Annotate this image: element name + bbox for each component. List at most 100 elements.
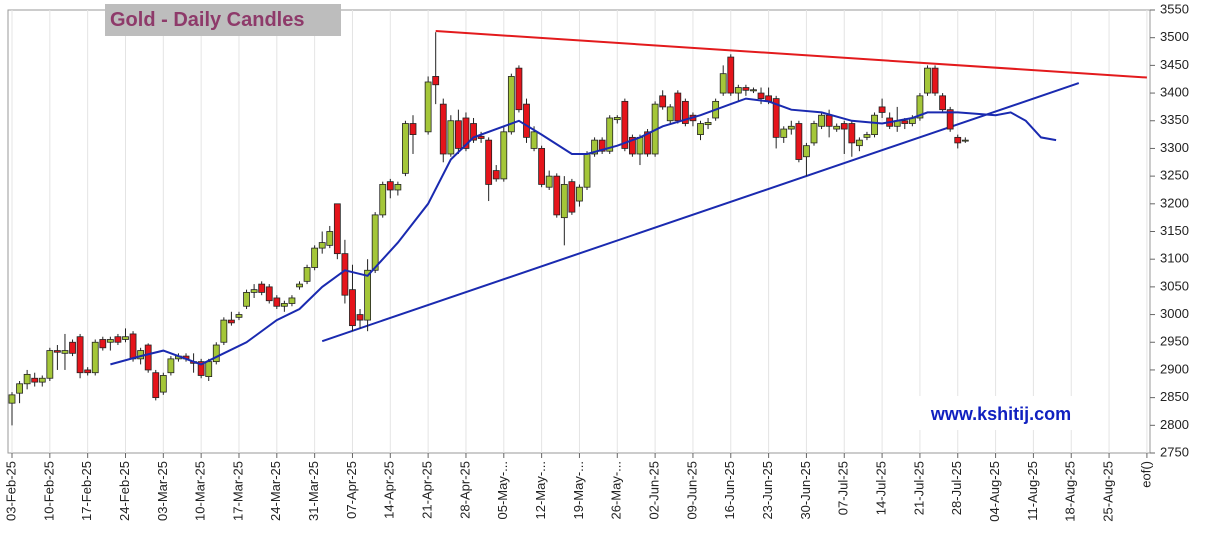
candle-body (38, 377, 46, 383)
candle-body (780, 128, 788, 138)
candle-body (742, 87, 750, 91)
x-tick-label: 18-Aug-25 (1063, 461, 1078, 522)
candle-body (258, 283, 266, 293)
y-tick-label: 3350 (1160, 112, 1189, 127)
candle-body (76, 336, 84, 374)
candle-body (31, 377, 39, 383)
x-tick-label: 11-Aug-25 (1025, 461, 1040, 521)
candle-body (69, 341, 76, 354)
candle-body (454, 120, 462, 149)
candle-body (666, 106, 674, 122)
x-tick-label: 14-Jul-25 (874, 461, 889, 515)
candle-body (598, 139, 606, 152)
x-tick-label: 24-Feb-25 (117, 461, 132, 521)
candle-body (515, 67, 523, 111)
x-tick-label: 07-Apr-25 (344, 461, 359, 519)
y-tick-label: 3050 (1160, 278, 1189, 293)
x-tick-label: 16-Jun-25 (722, 461, 737, 520)
x-tick-label: 25-Aug-25 (1101, 461, 1116, 522)
candle-body (152, 372, 160, 399)
candle-body (507, 76, 515, 133)
y-tick-label: 3550 (1160, 1, 1189, 16)
x-tick-label: 03-Feb-25 (3, 461, 18, 521)
candle-body (424, 81, 432, 133)
y-tick-label: 3000 (1160, 306, 1189, 321)
candle-body (243, 292, 250, 307)
candle-body (280, 303, 288, 307)
candle-body (16, 383, 23, 394)
candle-body (810, 123, 818, 144)
candle-body (863, 134, 871, 138)
y-tick-label: 3400 (1160, 85, 1189, 100)
candle-body (61, 350, 69, 354)
candle-body (303, 267, 311, 282)
candle-body (84, 369, 92, 374)
candle-body (681, 100, 689, 124)
candle-body (719, 73, 727, 94)
candle-body (840, 123, 848, 130)
watermark-box (915, 396, 1090, 430)
y-tick-label: 2900 (1160, 361, 1189, 376)
x-tick-label: 09-Jun-25 (684, 461, 699, 520)
candle-body (545, 175, 553, 188)
x-tick-label: 04-Aug-25 (987, 461, 1002, 522)
candle-body (855, 139, 863, 147)
candle-body (485, 139, 493, 185)
candle-body (674, 92, 682, 122)
x-tick-label: 14-Apr-25 (382, 461, 397, 519)
candle-body (273, 297, 281, 307)
candle-body (492, 170, 500, 180)
candle-body (613, 117, 621, 121)
candle-body (409, 123, 417, 135)
candle-body (757, 92, 765, 99)
candle-body (878, 106, 886, 113)
candle-body (644, 131, 651, 155)
candle-body (144, 344, 152, 371)
candle-body (379, 184, 387, 216)
candle-body (591, 139, 598, 155)
candle-body (946, 109, 954, 130)
candle-body (833, 125, 841, 130)
candle-body (787, 125, 795, 130)
candle-body (8, 394, 16, 404)
candle-body (704, 122, 712, 126)
candle-body (636, 136, 644, 155)
candle-body (795, 123, 803, 160)
y-tick-label: 3300 (1160, 140, 1189, 155)
candle-body (470, 123, 477, 141)
candle-body (296, 283, 303, 288)
x-tick-label: 05-May-... (495, 461, 510, 520)
candle-body (23, 373, 31, 385)
x-tick-label: 02-Jun-25 (647, 461, 662, 520)
candle-body (848, 123, 856, 144)
x-tick-label: 10-Mar-25 (193, 461, 208, 521)
candle-body (697, 123, 704, 135)
x-tick-label: 17-Feb-25 (79, 461, 94, 521)
candle-body (477, 135, 485, 139)
x-tick-label: 07-Jul-25 (836, 461, 851, 515)
x-tick-label: 21-Apr-25 (420, 461, 435, 519)
moving-average (110, 97, 1057, 366)
y-tick-label: 3150 (1160, 223, 1189, 238)
candle-body (311, 247, 319, 268)
trendline (435, 30, 1147, 79)
candle-body (326, 231, 334, 246)
candle-body (129, 333, 137, 360)
candle-body (356, 314, 364, 321)
candle-body (500, 131, 508, 180)
chart-title: Gold - Daily Candles (110, 9, 304, 31)
y-tick-label: 3500 (1160, 29, 1189, 44)
x-tick-label: 28-Jul-25 (949, 461, 964, 515)
candle-body (205, 361, 213, 377)
x-tick-label: 31-Mar-25 (306, 461, 321, 521)
y-tick-label: 2850 (1160, 389, 1189, 404)
candle-body (871, 114, 878, 135)
x-tick-label: 28-Apr-25 (457, 461, 472, 519)
x-tick-label: 12-May-... (533, 461, 548, 520)
candle-body (659, 95, 667, 108)
candle-body (553, 175, 561, 216)
candle-body (439, 103, 447, 155)
x-tick-label: eof() (1138, 461, 1153, 488)
candle-body (734, 87, 742, 94)
candle-body (394, 184, 402, 191)
